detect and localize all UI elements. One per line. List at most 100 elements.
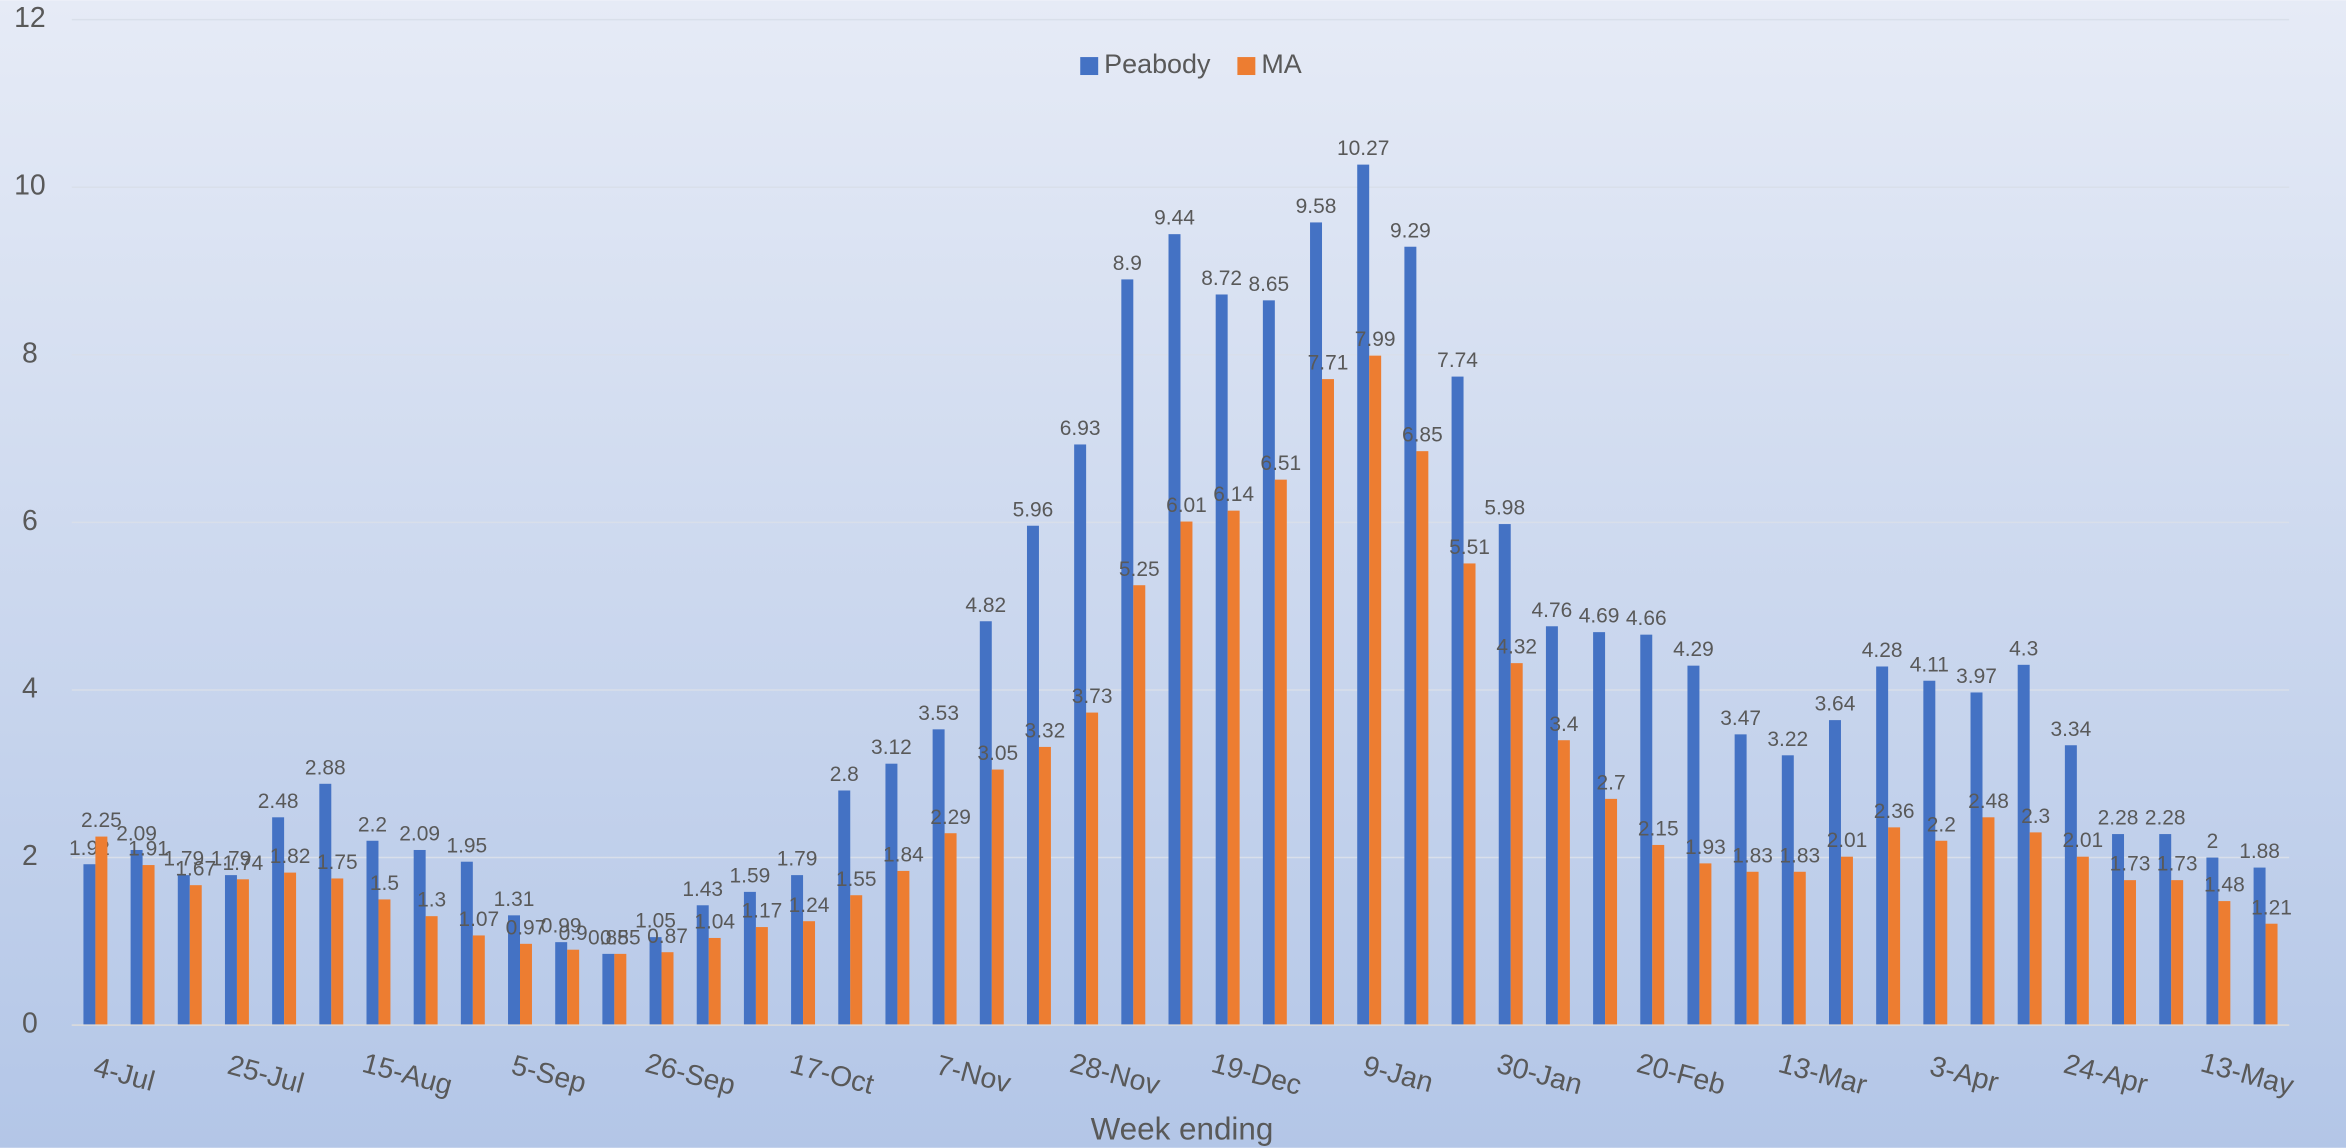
data-label: 3.22 <box>1767 728 1808 751</box>
data-label: 4.28 <box>1862 639 1903 662</box>
bar <box>1746 871 1759 1026</box>
bar <box>708 937 721 1026</box>
data-label: 4.11 <box>1910 653 1949 676</box>
bar <box>2265 923 2278 1026</box>
bar <box>284 872 297 1026</box>
data-label: 1.95 <box>446 834 487 857</box>
data-label: 7.74 <box>1437 349 1478 372</box>
data-label: 1.79 <box>211 848 252 871</box>
bar <box>425 916 438 1026</box>
data-label: 1.48 <box>2204 874 2245 897</box>
bar <box>378 899 391 1026</box>
data-label: 2.28 <box>2145 807 2186 830</box>
data-label: 7.99 <box>1355 328 1396 351</box>
data-label: 1.73 <box>2157 853 2198 876</box>
bar <box>1133 585 1146 1026</box>
bar <box>743 891 756 1026</box>
data-label: 0.85 <box>600 926 641 949</box>
data-label: 2.8 <box>830 763 859 786</box>
data-label: 6.51 <box>1260 452 1301 475</box>
bar <box>224 875 237 1026</box>
data-label: 1.67 <box>175 858 216 881</box>
data-label: 3.53 <box>918 702 959 725</box>
data-label: 4.29 <box>1673 638 1714 661</box>
legend-label: Peabody <box>1104 49 1211 79</box>
bar <box>2159 834 2172 1026</box>
bar <box>142 865 155 1026</box>
data-label: 4.3 <box>2009 637 2038 660</box>
data-label: 0.85 <box>588 926 629 949</box>
data-label: 4.69 <box>1579 605 1620 628</box>
y-tick-label: 6 <box>22 505 38 537</box>
legend-swatch <box>1237 57 1256 76</box>
data-label: 1.83 <box>1779 844 1820 867</box>
bar <box>1876 666 1889 1026</box>
data-label: 3.47 <box>1720 707 1761 730</box>
data-label: 1.73 <box>2110 853 2151 876</box>
data-label: 1.21 <box>2251 896 2292 919</box>
bar <box>83 864 96 1026</box>
data-label: 1.55 <box>836 868 877 891</box>
bar <box>2171 880 2184 1026</box>
bar <box>1038 746 1051 1026</box>
data-label: 1.31 <box>494 888 535 911</box>
bar <box>1781 755 1794 1026</box>
bar <box>2017 664 2030 1026</box>
bar <box>614 953 627 1026</box>
bar <box>2218 901 2231 1026</box>
legend-swatch <box>1080 57 1099 76</box>
bar <box>460 861 473 1026</box>
data-label: 1.5 <box>370 872 399 895</box>
data-label: 2.2 <box>1927 813 1956 836</box>
data-label: 2.09 <box>399 823 440 846</box>
data-label: 2.09 <box>116 823 157 846</box>
data-label: 9.44 <box>1154 207 1195 230</box>
data-label: 2.25 <box>81 809 122 832</box>
data-label: 1.59 <box>730 864 771 887</box>
data-label: 1.17 <box>741 900 782 923</box>
data-label: 1.07 <box>458 908 499 931</box>
data-label: 3.12 <box>871 736 912 759</box>
data-label: 1.74 <box>223 852 264 875</box>
data-label: 2.3 <box>2021 805 2050 828</box>
bar <box>2124 880 2136 1026</box>
bar <box>791 875 804 1026</box>
bar <box>272 817 285 1026</box>
data-label: 9.29 <box>1390 219 1431 242</box>
bar <box>1923 680 1936 1026</box>
bar <box>1416 451 1429 1026</box>
data-label: 3.97 <box>1956 665 1997 688</box>
data-label: 8.72 <box>1201 267 1242 290</box>
bar <box>177 875 190 1026</box>
data-label: 1.91 <box>128 838 169 861</box>
bar <box>1699 863 1712 1026</box>
bar <box>1510 663 1523 1026</box>
data-label: 1.82 <box>270 845 311 868</box>
x-axis-title: Week ending <box>1091 1112 1274 1147</box>
data-label: 2.15 <box>1638 818 1679 841</box>
data-label: 1.05 <box>635 910 676 933</box>
bar <box>661 952 674 1026</box>
data-label: 4.32 <box>1496 636 1537 659</box>
data-label: 3.34 <box>2050 718 2091 741</box>
data-label: 2.01 <box>2062 829 2103 852</box>
bar <box>803 921 816 1026</box>
bar <box>1451 376 1464 1026</box>
data-label: 3.4 <box>1549 713 1578 736</box>
bar <box>413 849 426 1026</box>
bar <box>189 885 202 1026</box>
data-label: 3.73 <box>1072 685 1113 708</box>
data-label: 0.87 <box>647 925 688 948</box>
data-label: 1.93 <box>1685 836 1726 859</box>
data-label: 4.82 <box>965 594 1006 617</box>
legend-label: MA <box>1261 49 1301 79</box>
bar <box>1557 740 1570 1026</box>
y-tick-label: 8 <box>22 337 38 369</box>
data-label: 5.51 <box>1449 536 1490 559</box>
bar <box>885 763 898 1026</box>
data-label: 1.43 <box>682 878 723 901</box>
bar <box>555 942 568 1026</box>
data-label: 8.9 <box>1113 252 1142 275</box>
bar <box>1121 279 1134 1026</box>
bar <box>1734 734 1747 1026</box>
